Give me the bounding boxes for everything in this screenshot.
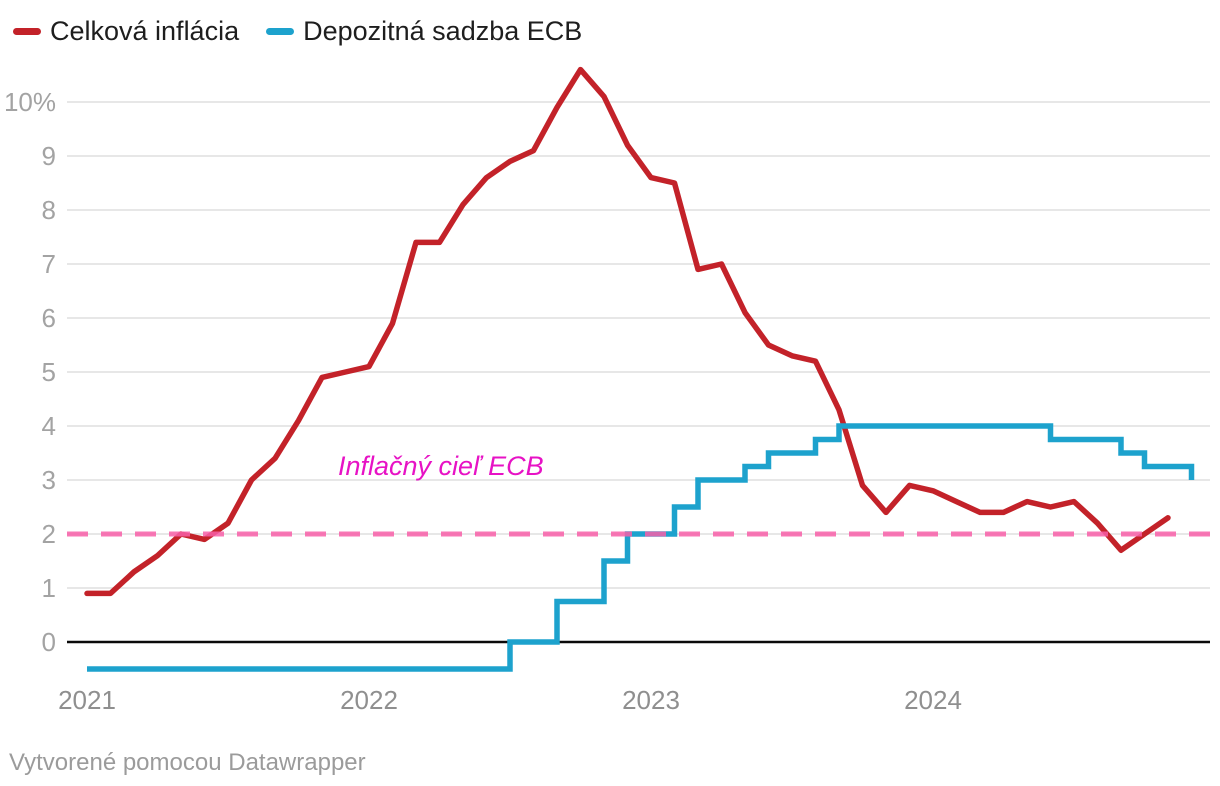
x-tick-label: 2024 [904,685,962,715]
legend-label-ecb-deposit-rate: Depozitná sadzba ECB [303,16,583,46]
y-tick-label: 10% [4,87,56,117]
y-tick-label: 3 [42,465,56,495]
y-tick-label: 6 [42,303,56,333]
legend-swatch-ecb-deposit-rate [266,28,295,36]
legend: Celková inflácia Depozitná sadzba ECB [13,16,583,47]
series-line-ecb-deposit-rate [87,423,1195,672]
y-tick-label: 5 [42,357,56,387]
x-tick-label: 2021 [58,685,116,715]
x-tick-label: 2022 [340,685,398,715]
y-tick-label: 4 [42,411,56,441]
legend-swatch-total-inflation [13,28,41,36]
legend-label-total-inflation: Celková inflácia [50,16,240,46]
y-tick-label: 7 [42,249,56,279]
legend-item-ecb-deposit-rate: Depozitná sadzba ECB [266,16,583,47]
y-tick-label: 2 [42,519,56,549]
legend-item-total-inflation: Celková inflácia [13,16,240,47]
y-tick-label: 9 [42,141,56,171]
ecb-inflation-target-label: Inflačný cieľ ECB [338,451,544,481]
y-tick-label: 0 [42,627,56,657]
x-tick-label: 2023 [622,685,680,715]
series-line-total-inflation [84,66,1171,597]
y-tick-label: 1 [42,573,56,603]
y-tick-label: 8 [42,195,56,225]
datawrapper-attribution[interactable]: Vytvorené pomocou Datawrapper [9,749,366,776]
